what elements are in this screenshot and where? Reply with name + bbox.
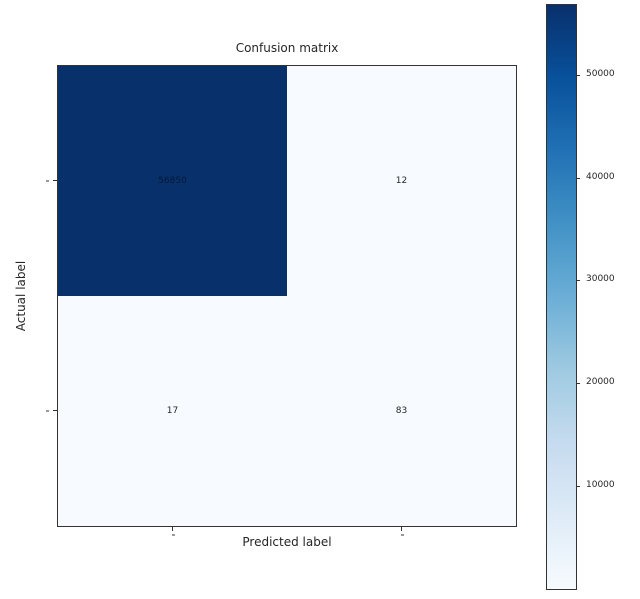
chart-title: Confusion matrix (235, 41, 339, 55)
colorbar: 10000 20000 30000 40000 50000 (546, 4, 615, 590)
y-axis-tick-label (46, 180, 49, 182)
colorbar-tick: 10000 (576, 480, 615, 490)
colorbar-tick-label: 40000 (586, 171, 615, 182)
heatmap-cell: 12 (287, 66, 516, 296)
y-axis-label: Actual label (14, 260, 28, 332)
colorbar-tick: 40000 (576, 172, 615, 182)
heatmap-cell: 83 (287, 296, 516, 526)
cell-value: 12 (395, 176, 408, 186)
y-axis-tick (53, 180, 57, 181)
cell-value: 83 (395, 406, 408, 416)
colorbar-gradient (547, 5, 576, 589)
x-axis-tick-label (171, 534, 175, 536)
heatmap-cell: 56850 (58, 66, 287, 296)
colorbar-tick: 30000 (576, 274, 615, 284)
colorbar-tick: 20000 (576, 377, 615, 387)
colorbar-tick-label: 30000 (586, 274, 615, 285)
colorbar-tick-label: 10000 (586, 479, 615, 490)
y-axis-tick-label (46, 410, 49, 412)
x-axis-label: Predicted label (242, 535, 332, 549)
heatmap-cell: 17 (58, 296, 287, 526)
x-axis-tick-label (400, 534, 404, 536)
cell-value: 56850 (158, 176, 187, 186)
y-axis-tick (53, 410, 57, 411)
x-axis-tick (400, 527, 402, 531)
cell-value: 17 (166, 406, 179, 416)
colorbar-tick-label: 20000 (586, 377, 615, 388)
x-axis-tick (171, 527, 173, 531)
colorbar-tick-label: 50000 (586, 68, 615, 79)
heatmap-axes: 56850 12 17 83 (46, 65, 517, 536)
colorbar-tick: 50000 (576, 69, 615, 79)
